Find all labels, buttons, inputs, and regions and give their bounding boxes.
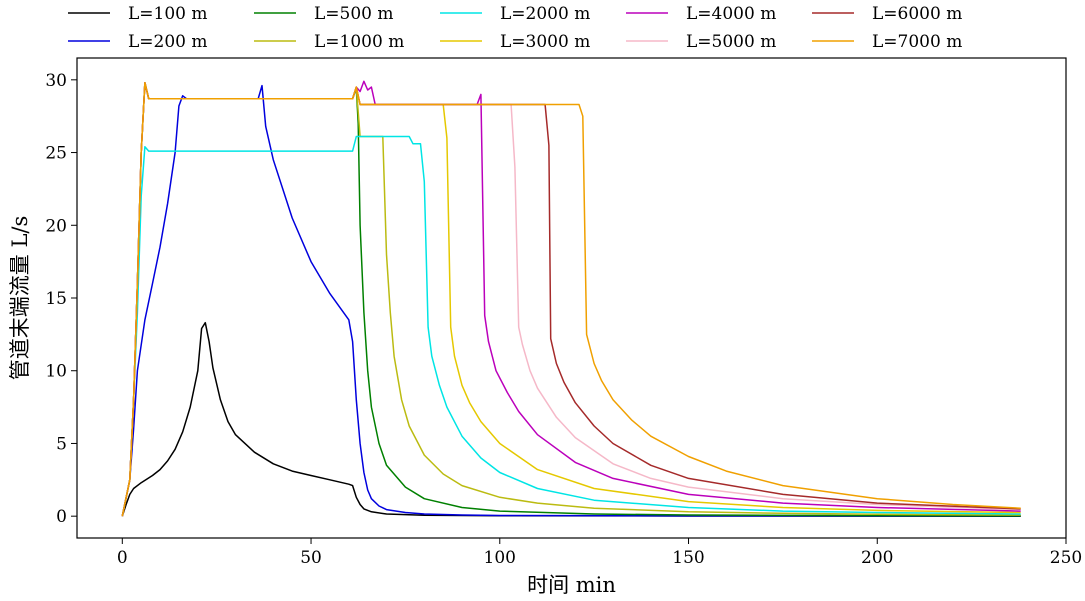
y-tick-label-1: 5 [56, 434, 67, 454]
y-tick-label-0: 0 [56, 507, 67, 527]
plot-frame [76, 57, 1067, 539]
legend-label-4: L=2000 m [500, 4, 590, 24]
series-line-2 [121, 81, 1021, 517]
legend-label-2: L=500 m [314, 4, 394, 24]
y-axis: 0 5 10 15 20 25 30 [45, 71, 77, 527]
series-line-5 [121, 81, 1021, 517]
series-line-4 [121, 135, 1021, 517]
series-line-6 [121, 80, 1021, 517]
y-tick-label-4: 20 [45, 216, 67, 236]
series-line-0 [121, 321, 1021, 517]
y-tick-label-2: 10 [45, 362, 67, 382]
series-line-7 [121, 81, 1021, 517]
x-tick-label-3: 150 [672, 548, 704, 568]
legend-label-8: L=6000 m [872, 4, 962, 24]
y-axis-label: 管道末端流量 L/s [8, 216, 32, 380]
legend-label-7: L=5000 m [686, 32, 776, 52]
x-tick-label-2: 100 [484, 548, 516, 568]
series-line-1 [121, 84, 1021, 517]
y-tick-label-6: 30 [45, 71, 67, 91]
series-line-9 [121, 81, 1021, 517]
series-line-3 [121, 81, 1021, 517]
series-line-8 [121, 81, 1021, 517]
x-axis-label: 时间 min [527, 573, 616, 597]
x-tick-label-4: 200 [861, 548, 893, 568]
x-axis: 0 50 100 150 200 250 [117, 538, 1082, 568]
legend-label-1: L=200 m [128, 32, 208, 52]
y-tick-label-3: 15 [45, 289, 67, 309]
legend-label-6: L=4000 m [686, 4, 776, 24]
series-layer [121, 80, 1021, 517]
x-tick-label-1: 50 [300, 548, 322, 568]
legend-label-9: L=7000 m [872, 32, 962, 52]
x-tick-label-5: 250 [1050, 548, 1082, 568]
y-tick-label-5: 25 [45, 144, 67, 164]
legend-label-5: L=3000 m [500, 32, 590, 52]
legend: L=100 m L=200 m L=500 m L=1000 m L=2000 m L=3… [68, 4, 962, 52]
x-tick-label-0: 0 [117, 548, 128, 568]
legend-label-0: L=100 m [128, 4, 208, 24]
legend-label-3: L=1000 m [314, 32, 404, 52]
